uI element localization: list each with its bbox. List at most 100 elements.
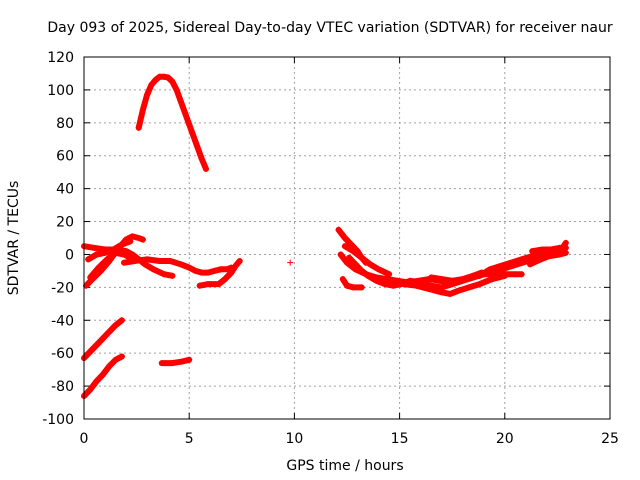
data-point	[341, 243, 348, 250]
x-tick-label: 25	[601, 431, 619, 447]
data-point	[545, 253, 552, 260]
data-point	[428, 274, 435, 281]
data-point	[177, 261, 184, 268]
data-point	[514, 261, 521, 268]
data-point	[144, 91, 151, 98]
data-traces	[81, 73, 569, 399]
data-point	[87, 348, 94, 355]
data-point	[236, 258, 243, 265]
data-point	[438, 276, 445, 283]
data-point	[139, 106, 146, 113]
data-point	[556, 244, 563, 251]
data-point	[160, 73, 167, 80]
data-point	[93, 341, 100, 348]
y-tick-label: -60	[51, 346, 74, 362]
y-tick-label: 20	[56, 215, 74, 231]
data-point	[337, 251, 344, 258]
data-point	[489, 276, 496, 283]
series-trace	[339, 276, 365, 291]
data-point	[87, 386, 94, 393]
data-point	[527, 261, 534, 268]
data-point	[186, 264, 193, 271]
data-series-arc-a	[135, 73, 210, 172]
data-point	[167, 258, 174, 265]
data-point	[181, 109, 188, 116]
data-point	[373, 277, 380, 284]
data-point	[426, 286, 433, 293]
data-point	[341, 235, 348, 241]
data-series-arc-r	[428, 269, 485, 284]
data-point	[529, 248, 536, 255]
data-point	[131, 258, 138, 265]
data-point	[118, 353, 125, 360]
series-trace	[87, 249, 134, 281]
data-point	[104, 256, 111, 263]
data-point	[120, 259, 127, 266]
data-point	[203, 165, 210, 172]
data-point	[102, 249, 109, 256]
data-point	[466, 284, 473, 291]
data-point	[112, 322, 119, 329]
data-point	[194, 144, 201, 151]
data-point	[93, 251, 100, 258]
data-point	[518, 271, 525, 278]
data-series-arc-m	[339, 276, 365, 291]
data-point	[375, 266, 382, 273]
data-point	[217, 266, 224, 273]
y-tick-label: -80	[51, 379, 74, 395]
data-point	[459, 276, 466, 283]
data-point	[287, 259, 294, 266]
x-tick-label: 20	[496, 431, 514, 447]
data-point	[447, 290, 454, 297]
data-point	[211, 267, 218, 274]
axis-ticks: -100 -80 -60 -40 -20 0 20 40 60 80 100 120 0 5 10 15 20 2…	[42, 50, 619, 447]
data-point	[120, 251, 127, 258]
y-tick-label: 0	[65, 247, 74, 263]
data-point	[476, 281, 483, 288]
data-point	[350, 284, 357, 291]
data-point	[548, 246, 555, 253]
data-point	[118, 317, 125, 324]
y-tick-label: 80	[56, 116, 74, 132]
data-point	[344, 282, 350, 289]
data-point	[165, 74, 172, 81]
plot-frame	[83, 56, 611, 420]
data-point	[365, 272, 372, 279]
series-trace	[85, 238, 134, 263]
data-point	[344, 259, 350, 266]
y-tick-label: -20	[51, 280, 74, 296]
y-tick-label: 40	[56, 182, 74, 198]
data-point	[198, 269, 205, 276]
data-series-arc-k	[287, 259, 294, 266]
data-point	[148, 81, 155, 88]
data-point	[476, 272, 483, 279]
data-point	[135, 124, 142, 131]
data-point	[127, 238, 134, 245]
data-series-arc-h	[81, 317, 125, 362]
data-series-arc-e	[87, 249, 134, 281]
data-point	[381, 281, 388, 288]
data-series-arc-g	[196, 258, 243, 289]
data-series-arc-f	[120, 256, 235, 276]
y-axis-label: SDTVAR / TECUs	[6, 181, 22, 296]
data-point	[358, 284, 365, 291]
data-point	[438, 289, 445, 296]
data-point	[158, 360, 165, 367]
data-point	[85, 256, 92, 263]
data-point	[383, 276, 390, 283]
data-point	[221, 276, 228, 283]
data-point	[93, 378, 100, 385]
chart-title: Day 093 of 2025, Sidereal Day-to-day VTE…	[47, 20, 613, 36]
data-point	[192, 267, 199, 274]
data-point	[539, 246, 546, 253]
x-axis-label: GPS time / hours	[286, 458, 403, 474]
data-point	[177, 98, 184, 105]
data-point	[512, 271, 519, 278]
data-point	[346, 254, 353, 261]
y-tick-label: 100	[47, 83, 74, 99]
data-series-arc-v	[529, 244, 569, 255]
data-point	[537, 256, 544, 263]
data-point	[501, 272, 508, 279]
data-series-arc-p	[341, 243, 393, 278]
